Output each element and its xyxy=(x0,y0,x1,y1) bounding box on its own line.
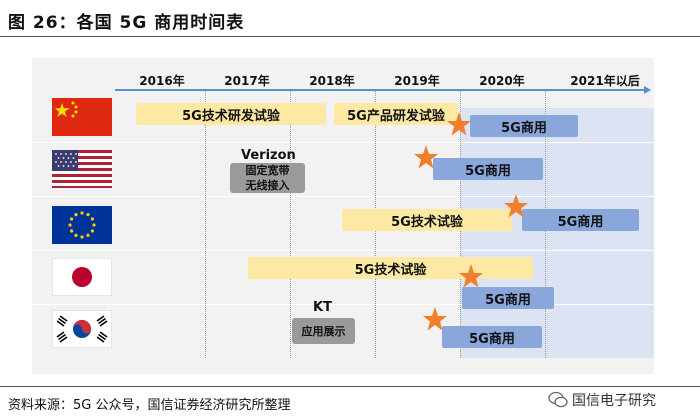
year-gridline xyxy=(205,90,206,358)
china-flag-icon xyxy=(52,98,112,136)
row-separator xyxy=(32,304,654,305)
japan-tech-trial-bar: 5G技术试验 xyxy=(248,257,533,279)
year-label-2021-later: 2021年以后 xyxy=(570,74,640,88)
row-separator xyxy=(32,196,654,197)
year-label-2018: 2018年 xyxy=(309,74,355,88)
usa-launch-star-icon xyxy=(414,145,438,169)
source-note: 资料来源：5G 公众号，国信证券经济研究所整理 xyxy=(8,398,291,413)
eu-tech-trial-bar: 5G技术试验 xyxy=(342,209,512,231)
japan-commercial-bar: 5G商用 xyxy=(462,287,554,309)
row-separator xyxy=(32,142,654,143)
timeline-axis xyxy=(115,89,645,91)
korea-commercial-bar: 5G商用 xyxy=(442,326,542,348)
eu-flag-icon xyxy=(52,206,112,244)
eu-launch-star-icon xyxy=(504,194,528,218)
china-commercial-bar: 5G商用 xyxy=(470,115,578,137)
year-label-2020: 2020年 xyxy=(479,74,525,88)
usa-flag-icon xyxy=(52,150,112,188)
year-gridline xyxy=(290,90,291,358)
korea-application-demo-box: 应用展示 xyxy=(292,318,355,344)
korea-company-label: KT xyxy=(313,300,332,315)
watermark-text: 国信电子研究 xyxy=(572,393,656,409)
year-label-2016: 2016年 xyxy=(139,74,185,88)
year-label-2017: 2017年 xyxy=(224,74,270,88)
title-rule xyxy=(0,36,700,37)
usa-fixed-wireless-box: 固定宽带 无线接入 xyxy=(230,163,305,193)
wechat-icon xyxy=(548,391,568,408)
source-rule xyxy=(0,386,700,387)
usa-commercial-bar: 5G商用 xyxy=(433,158,543,180)
korea-launch-star-icon xyxy=(423,307,447,331)
china-tech-rd-trial-bar: 5G技术研发试验 xyxy=(136,103,326,125)
china-launch-star-icon xyxy=(447,112,471,136)
timeline-arrow-icon xyxy=(644,86,651,94)
china-product-rd-trial-bar: 5G产品研发试验 xyxy=(334,103,458,125)
commercial-period-shade xyxy=(460,108,654,358)
usa-box-line2: 无线接入 xyxy=(245,179,290,192)
year-label-2019: 2019年 xyxy=(394,74,440,88)
watermark: 国信电子研究 xyxy=(548,390,656,410)
korea-flag-icon xyxy=(52,310,112,348)
usa-box-line1: 固定宽带 xyxy=(245,164,290,177)
row-separator xyxy=(32,250,654,251)
usa-company-label: Verizon xyxy=(241,148,296,163)
figure-title: 图 26：各国 5G 商用时间表 xyxy=(8,13,245,33)
japan-flag-icon xyxy=(52,258,112,296)
eu-commercial-bar: 5G商用 xyxy=(522,209,639,231)
japan-launch-star-icon xyxy=(459,264,483,288)
